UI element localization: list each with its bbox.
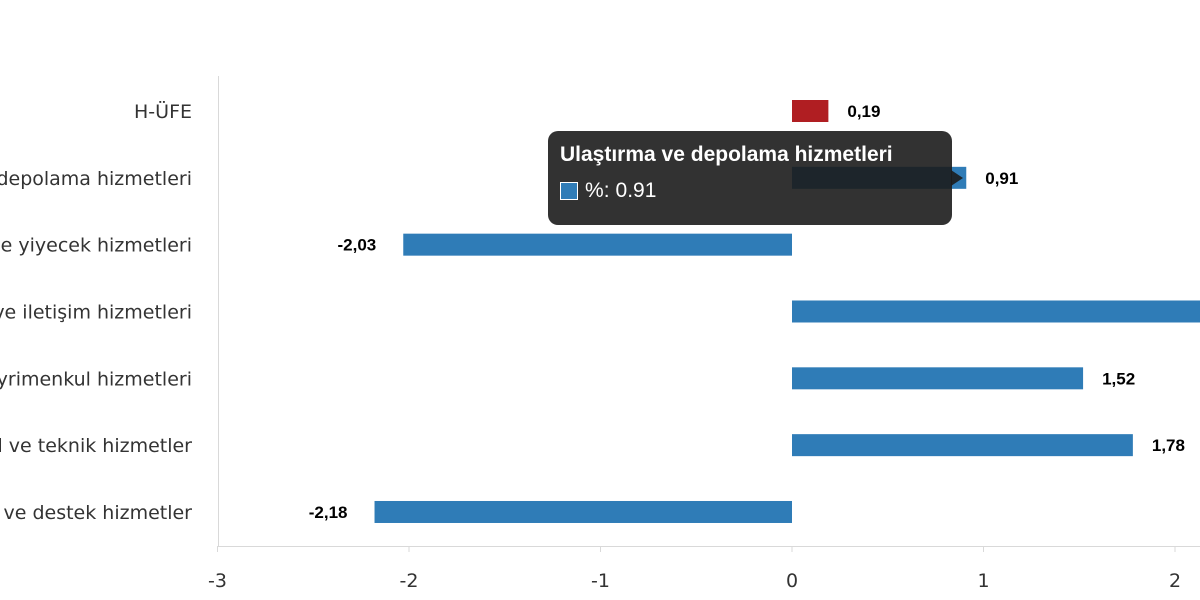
bar-4[interactable] xyxy=(792,367,1084,390)
bar-0[interactable] xyxy=(792,100,829,122)
tooltip-title: Ulaştırma ve depolama hizmetleri xyxy=(560,143,893,166)
category-label-6: İdari ve destek hizmetler xyxy=(0,501,192,524)
category-label-0: H-ÜFE xyxy=(134,100,192,123)
x-tick-label-1: -2 xyxy=(400,570,419,592)
data-label-2: -2,03 xyxy=(338,236,377,255)
data-labels-group: 0,19 0,91 -2,03 1,52 1,78 -2,18 xyxy=(309,102,1185,522)
category-label-4: Gayrimenkul hizmetleri xyxy=(0,368,192,390)
category-label-1: Ulaştırma ve depolama hizmetleri xyxy=(0,168,192,190)
data-label-0: 0,19 xyxy=(847,102,880,121)
data-label-5: 1,78 xyxy=(1152,436,1185,455)
x-tick-label-4: 1 xyxy=(977,570,989,592)
x-tick-label-0: -3 xyxy=(208,570,227,592)
tooltip: Ulaştırma ve depolama hizmetleri %: 0.91 xyxy=(548,131,952,225)
tooltip-series-label: % xyxy=(585,179,604,202)
data-label-1: 0,91 xyxy=(985,169,1018,188)
bar-3[interactable] xyxy=(792,300,1200,323)
category-label-5: Mesleki, bilimsel ve teknik hizmetler xyxy=(0,435,192,457)
x-tick-label-5: 2 xyxy=(1169,570,1181,592)
category-labels-group: H-ÜFE Ulaştırma ve depolama hizmetleri Kon… xyxy=(0,100,192,524)
data-label-6: -2,18 xyxy=(309,503,348,522)
tooltip-value: 0.91 xyxy=(615,179,657,202)
tooltip-separator: : xyxy=(603,179,610,202)
tooltip-pointer xyxy=(951,170,963,186)
category-label-3: Bilgi ve iletişim hizmetleri xyxy=(0,301,192,323)
x-tick-label-3: 0 xyxy=(786,570,798,592)
x-ticks-group: -3 -2 -1 0 1 2 xyxy=(208,546,1181,592)
category-label-2: Konaklama ve yiyecek hizmetleri xyxy=(0,235,192,257)
x-tick-label-2: -1 xyxy=(591,570,610,592)
bar-6[interactable] xyxy=(374,500,792,523)
bar-5[interactable] xyxy=(792,434,1133,457)
data-label-4: 1,52 xyxy=(1102,369,1135,388)
tooltip-series-swatch xyxy=(560,182,578,200)
bar-2[interactable] xyxy=(403,233,792,256)
tooltip-row: %: 0.91 xyxy=(560,179,940,203)
